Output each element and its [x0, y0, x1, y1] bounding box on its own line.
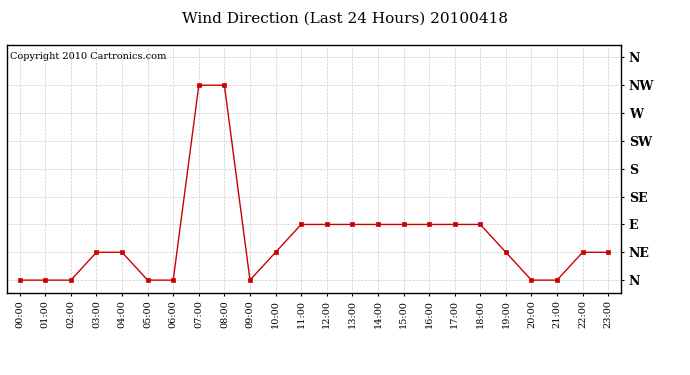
- Text: Wind Direction (Last 24 Hours) 20100418: Wind Direction (Last 24 Hours) 20100418: [182, 11, 508, 25]
- Text: Copyright 2010 Cartronics.com: Copyright 2010 Cartronics.com: [10, 53, 166, 62]
